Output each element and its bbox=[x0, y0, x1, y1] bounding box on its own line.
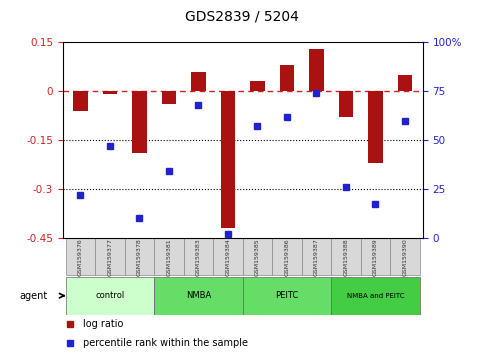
Text: GSM159377: GSM159377 bbox=[108, 238, 113, 276]
Text: GSM159388: GSM159388 bbox=[343, 238, 348, 276]
Bar bbox=[339, 91, 353, 117]
Bar bbox=[184, 238, 213, 275]
Bar bbox=[125, 238, 154, 275]
Bar bbox=[272, 238, 302, 275]
Bar bbox=[154, 277, 243, 314]
Text: GSM159378: GSM159378 bbox=[137, 238, 142, 276]
Text: GSM159389: GSM159389 bbox=[373, 238, 378, 276]
Bar bbox=[154, 238, 184, 275]
Bar bbox=[162, 91, 176, 104]
Text: NMBA and PEITC: NMBA and PEITC bbox=[347, 293, 404, 299]
Bar bbox=[390, 238, 420, 275]
Bar bbox=[280, 65, 294, 91]
Text: GSM159390: GSM159390 bbox=[402, 238, 408, 276]
Text: GSM159383: GSM159383 bbox=[196, 238, 201, 276]
Bar bbox=[95, 238, 125, 275]
Bar bbox=[242, 277, 331, 314]
Bar bbox=[66, 238, 95, 275]
Text: GDS2839 / 5204: GDS2839 / 5204 bbox=[185, 9, 298, 23]
Bar bbox=[132, 91, 147, 153]
Text: agent: agent bbox=[19, 291, 47, 301]
Bar bbox=[191, 72, 206, 91]
Text: GSM159385: GSM159385 bbox=[255, 238, 260, 276]
Bar bbox=[331, 238, 361, 275]
Text: GSM159386: GSM159386 bbox=[284, 238, 289, 276]
Text: log ratio: log ratio bbox=[83, 319, 123, 329]
Bar bbox=[361, 238, 390, 275]
Bar bbox=[102, 91, 117, 95]
Text: PEITC: PEITC bbox=[275, 291, 298, 300]
Bar bbox=[221, 91, 235, 228]
Text: GSM159381: GSM159381 bbox=[167, 238, 171, 276]
Bar bbox=[250, 81, 265, 91]
Bar bbox=[398, 75, 412, 91]
Bar bbox=[242, 238, 272, 275]
Text: NMBA: NMBA bbox=[186, 291, 211, 300]
Bar bbox=[66, 277, 154, 314]
Text: control: control bbox=[95, 291, 125, 300]
Bar bbox=[213, 238, 243, 275]
Text: GSM159376: GSM159376 bbox=[78, 238, 83, 276]
Bar bbox=[302, 238, 331, 275]
Text: GSM159384: GSM159384 bbox=[226, 238, 230, 276]
Bar bbox=[309, 49, 324, 91]
Bar bbox=[331, 277, 420, 314]
Bar bbox=[73, 91, 88, 111]
Text: percentile rank within the sample: percentile rank within the sample bbox=[83, 338, 248, 348]
Text: GSM159387: GSM159387 bbox=[314, 238, 319, 276]
Bar bbox=[368, 91, 383, 163]
